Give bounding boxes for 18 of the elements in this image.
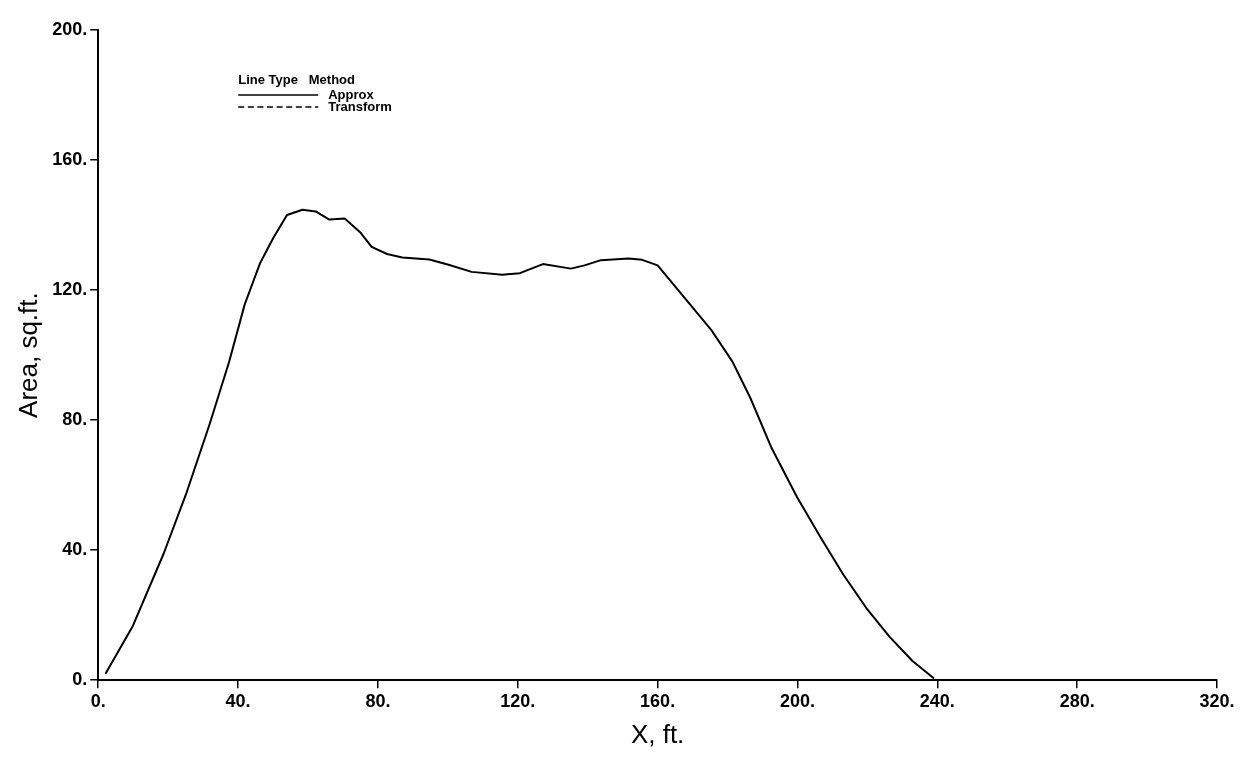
y-tick-label: 120. — [52, 279, 88, 300]
y-tick-label: 40. — [62, 539, 88, 560]
y-tick-label: 200. — [52, 18, 88, 39]
y-tick-label: 160. — [52, 149, 88, 170]
x-tick-label: 40. — [225, 690, 251, 711]
y-axis-title: Area, sq.ft. — [12, 292, 43, 418]
x-tick-label: 200. — [779, 690, 815, 711]
x-tick-label: 80. — [365, 690, 391, 711]
x-tick-label: 160. — [640, 690, 676, 711]
x-tick-label: 0. — [90, 690, 106, 711]
x-tick-label: 240. — [919, 690, 955, 711]
y-tick-label: 0. — [72, 669, 88, 690]
x-tick-label: 320. — [1199, 690, 1235, 711]
x-tick-label: 280. — [1059, 690, 1095, 711]
legend-title: Line Type Method — [238, 71, 356, 87]
x-tick-label: 120. — [500, 690, 536, 711]
y-tick-label: 80. — [62, 409, 88, 430]
x-axis-title: X, ft. — [630, 718, 685, 749]
